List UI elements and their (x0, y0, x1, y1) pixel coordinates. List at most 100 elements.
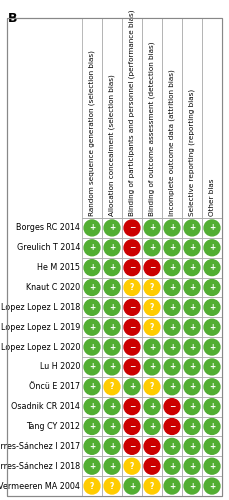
Text: +: + (169, 362, 175, 372)
Bar (102, 436, 122, 456)
Circle shape (204, 300, 220, 316)
Circle shape (124, 260, 140, 276)
Text: Öncü E 2017: Öncü E 2017 (29, 382, 80, 392)
Text: +: + (169, 382, 175, 392)
Text: ?: ? (130, 462, 134, 470)
Text: +: + (109, 322, 115, 332)
Text: +: + (189, 322, 195, 332)
Circle shape (104, 320, 120, 335)
Text: −: − (129, 422, 135, 431)
Circle shape (124, 458, 140, 474)
Bar (102, 18, 122, 218)
Bar (102, 377, 122, 396)
Circle shape (204, 320, 220, 335)
Circle shape (124, 240, 140, 256)
Bar (102, 298, 122, 318)
Circle shape (184, 339, 200, 355)
Circle shape (84, 418, 100, 434)
Text: +: + (209, 342, 215, 351)
Bar (182, 337, 202, 357)
Bar (182, 476, 202, 496)
Bar (82, 238, 102, 258)
Circle shape (84, 478, 100, 494)
Text: B: B (8, 12, 17, 25)
Circle shape (164, 458, 180, 474)
Bar (202, 218, 222, 238)
Circle shape (144, 478, 160, 494)
Text: Allocation concealment (selection bias): Allocation concealment (selection bias) (109, 74, 115, 216)
Circle shape (124, 478, 140, 494)
Bar (162, 337, 182, 357)
Circle shape (144, 398, 160, 414)
Bar (202, 278, 222, 297)
Circle shape (204, 379, 220, 394)
Bar (202, 396, 222, 416)
Text: +: + (189, 422, 195, 431)
Circle shape (204, 478, 220, 494)
Bar (82, 396, 102, 416)
Bar (82, 337, 102, 357)
Circle shape (84, 260, 100, 276)
Circle shape (184, 398, 200, 414)
Text: +: + (209, 382, 215, 392)
Bar (122, 218, 142, 238)
Circle shape (84, 320, 100, 335)
Circle shape (144, 280, 160, 295)
Bar (102, 357, 122, 377)
Text: +: + (89, 244, 95, 252)
Bar (162, 18, 182, 218)
Bar (162, 396, 182, 416)
Circle shape (84, 339, 100, 355)
Circle shape (84, 379, 100, 394)
Text: +: + (169, 322, 175, 332)
Bar (102, 476, 122, 496)
Bar (162, 238, 182, 258)
Circle shape (144, 260, 160, 276)
Text: +: + (89, 362, 95, 372)
Bar (182, 436, 202, 456)
Bar (82, 318, 102, 337)
Text: +: + (109, 442, 115, 451)
Circle shape (184, 240, 200, 256)
Text: +: + (189, 402, 195, 411)
Text: +: + (169, 342, 175, 351)
Bar (122, 357, 142, 377)
Bar (142, 337, 162, 357)
Bar (182, 258, 202, 278)
Text: +: + (209, 442, 215, 451)
Circle shape (184, 438, 200, 454)
Text: +: + (169, 263, 175, 272)
Bar (182, 396, 202, 416)
Bar (202, 298, 222, 318)
Bar (82, 278, 102, 297)
Bar (82, 476, 102, 496)
Text: +: + (169, 303, 175, 312)
Circle shape (204, 260, 220, 276)
Circle shape (184, 418, 200, 434)
Bar (162, 416, 182, 436)
Text: Incomplete outcome data (attrition bias): Incomplete outcome data (attrition bias) (169, 69, 175, 216)
Text: He M 2015: He M 2015 (37, 263, 80, 272)
Circle shape (204, 280, 220, 295)
Text: +: + (89, 422, 95, 431)
Bar (122, 278, 142, 297)
Text: +: + (169, 462, 175, 470)
Bar (142, 377, 162, 396)
Bar (182, 456, 202, 476)
Text: ?: ? (110, 382, 114, 392)
Circle shape (104, 280, 120, 295)
Bar (142, 416, 162, 436)
Circle shape (104, 220, 120, 236)
Bar (142, 278, 162, 297)
Text: Binding of participants and personnel (performance bias): Binding of participants and personnel (p… (129, 10, 135, 216)
Text: −: − (129, 322, 135, 332)
Bar (122, 318, 142, 337)
Bar (82, 298, 102, 318)
Bar (122, 396, 142, 416)
Circle shape (204, 220, 220, 236)
Circle shape (84, 398, 100, 414)
Bar (182, 416, 202, 436)
Text: +: + (189, 303, 195, 312)
Text: Torres-Sánchez I 2018: Torres-Sánchez I 2018 (0, 462, 80, 470)
Text: −: − (129, 303, 135, 312)
